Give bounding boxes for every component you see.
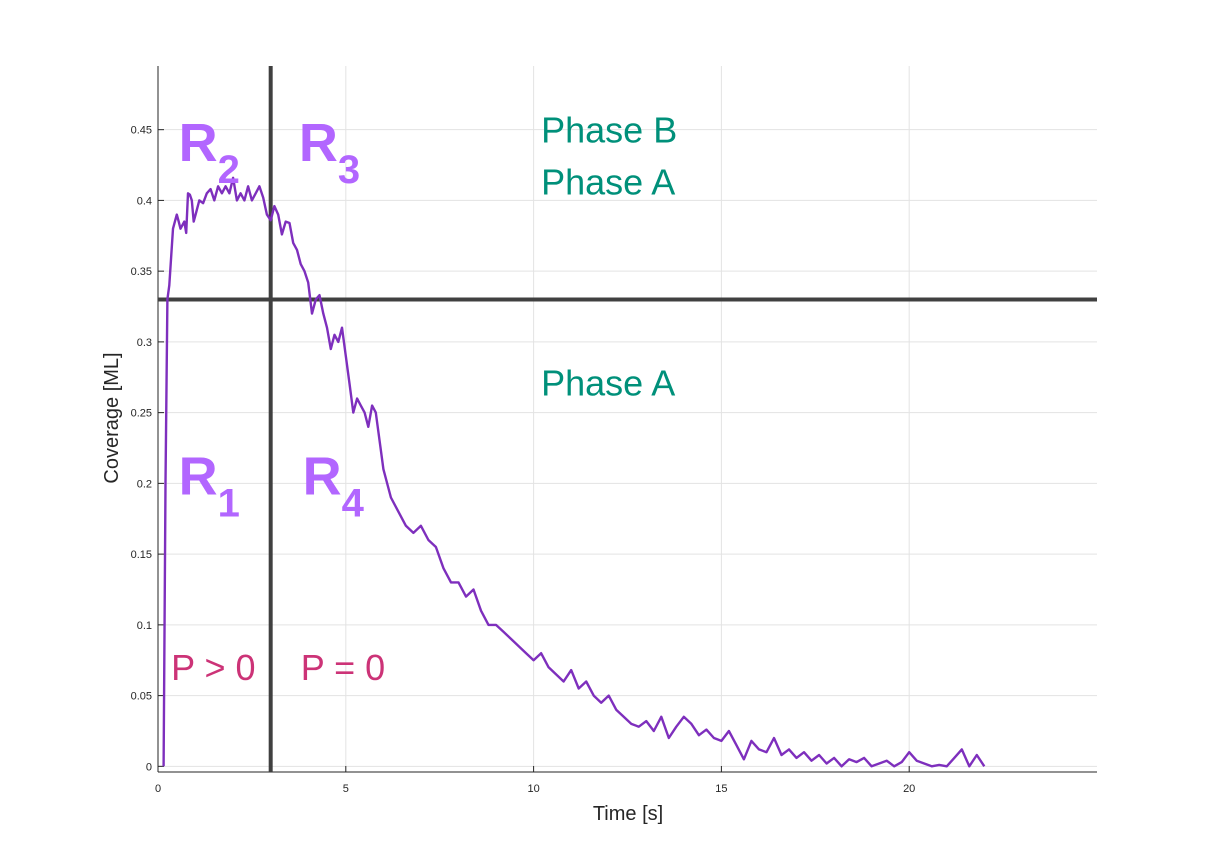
phase-label-phase-a-top: Phase A: [541, 162, 675, 203]
region-subscript: 3: [338, 148, 360, 192]
x-tick-label: 20: [903, 783, 915, 795]
y-tick-label: 0.2: [137, 478, 152, 490]
x-tick-label: 15: [715, 783, 727, 795]
coverage-line: [162, 176, 986, 768]
y-tick-label: 0: [146, 761, 152, 773]
region-letter: R: [303, 447, 342, 507]
region-letter: R: [299, 113, 338, 173]
phase-label-phase-b-top: Phase B: [541, 109, 677, 150]
reference-lines: [158, 66, 1097, 772]
x-tick-label: 5: [343, 783, 349, 795]
region-label-r3: R3: [299, 113, 360, 192]
y-tick-label: 0.05: [131, 691, 152, 703]
region-label-r2: R2: [179, 113, 240, 192]
y-tick-label: 0.1: [137, 620, 152, 632]
y-tick-label: 0.25: [131, 408, 152, 420]
pressure-label-p-zero: P = 0: [301, 647, 385, 688]
region-label-r1: R1: [179, 447, 240, 526]
series: [162, 176, 986, 768]
grid: [158, 66, 1097, 772]
region-subscript: 2: [218, 148, 240, 192]
y-tick-label: 0.4: [137, 195, 152, 207]
region-subscript: 1: [218, 482, 240, 526]
region-subscript: 4: [342, 482, 365, 526]
x-axis-label: Time [s]: [593, 803, 663, 825]
phase-label-phase-a-bottom: Phase A: [541, 363, 675, 404]
tick-labels: 0 5 10 15 20 0 0.05 0.1 0.15 0.2 0.25 0.3 0.35 0.4 0.4…: [131, 125, 916, 795]
y-tick-label: 0.45: [131, 125, 152, 137]
pressure-label-p-positive: P > 0: [171, 647, 255, 688]
axes: [157, 66, 1097, 773]
x-tick-label: 0: [155, 783, 161, 795]
y-tick-label: 0.15: [131, 549, 152, 561]
x-tick-label: 10: [527, 783, 539, 795]
y-axis-label: Coverage [ML]: [101, 352, 123, 483]
plot-area: [158, 66, 1097, 772]
region-letter: R: [179, 447, 218, 507]
y-tick-label: 0.3: [137, 337, 152, 349]
y-tick-label: 0.35: [131, 266, 152, 278]
region-letter: R: [179, 113, 218, 173]
region-label-r4: R4: [303, 447, 365, 526]
